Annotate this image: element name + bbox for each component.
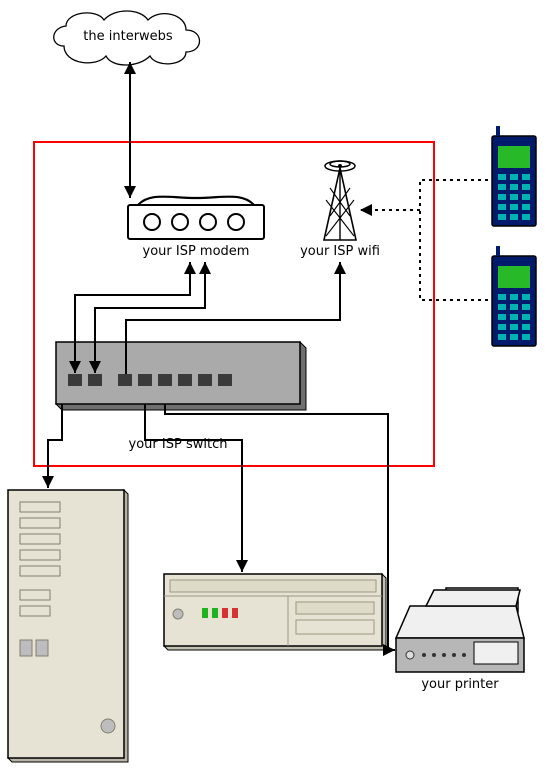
modem-icon: your ISP modem — [128, 197, 264, 259]
printer-label: your printer — [421, 677, 499, 692]
cloud-icon: the interwebs — [54, 11, 200, 65]
wifi-label: your ISP wifi — [300, 244, 380, 259]
modem-label: your ISP modem — [143, 244, 250, 259]
tower-pc-icon — [8, 490, 128, 762]
phone-icon — [492, 246, 536, 346]
desktop-pc-icon — [164, 574, 386, 650]
phone-icon — [492, 126, 536, 226]
cloud-label: the interwebs — [83, 29, 173, 44]
